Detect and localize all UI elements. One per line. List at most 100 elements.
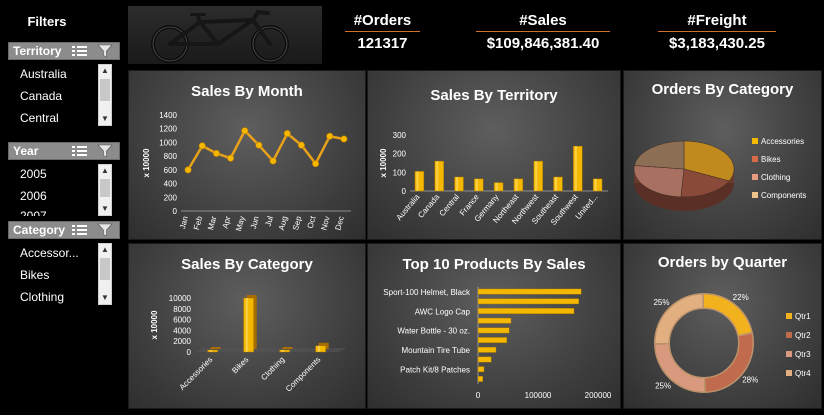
bar-highlight [209, 350, 213, 352]
scroll-thumb[interactable] [100, 179, 110, 197]
sales-by-territory-chart: x 100000100200300AustraliaCanadaCentralF… [379, 131, 608, 227]
pie-slice [633, 165, 685, 198]
bar-highlight [436, 161, 439, 191]
y-tick-label: 1400 [159, 111, 177, 120]
x-tick-label: Clothing [259, 355, 286, 382]
x-tick-label: Aug [277, 215, 289, 231]
clear-filter-icon[interactable] [97, 44, 113, 58]
y-tick-label: 1200 [159, 125, 177, 134]
bar-highlight [475, 178, 478, 191]
scroll-up-icon[interactable]: ▲ [101, 166, 109, 175]
scroll-down-icon[interactable]: ▼ [101, 204, 109, 213]
scroll-up-icon[interactable]: ▲ [101, 245, 109, 254]
bar [477, 376, 483, 382]
legend-label: Qtr3 [795, 350, 811, 359]
scroll-thumb[interactable] [100, 79, 110, 101]
slicer-item-accessories[interactable]: Accessor... [20, 246, 79, 260]
slicer-item-canada[interactable]: Canada [20, 89, 63, 103]
y-tick-label: 100 [393, 168, 407, 177]
slicer-item-2006[interactable]: 2006 [20, 189, 47, 203]
legend-label: Bikes [761, 155, 781, 164]
slicer-item-2005[interactable]: 2005 [20, 167, 47, 181]
data-point [312, 160, 320, 168]
legend-label: Qtr1 [795, 312, 811, 321]
y-tick-label: 300 [393, 131, 407, 140]
clear-filter-icon[interactable] [97, 144, 113, 158]
bar-shadow [210, 347, 221, 349]
kpi-freight-title: #Freight [687, 12, 747, 29]
scroll-down-icon[interactable]: ▼ [101, 114, 109, 123]
y-tick-label: 2000 [173, 337, 191, 346]
bar [477, 366, 485, 373]
slicer-item-central[interactable]: Central [20, 111, 59, 125]
y-tick-label: Sport-100 Helmet, Black [383, 288, 471, 297]
y-tick-label: Patch Kit/8 Patches [400, 365, 470, 374]
data-point [212, 149, 220, 157]
data-point [297, 141, 305, 149]
x-tick-label: Mar [206, 215, 218, 231]
bar [553, 176, 563, 192]
clear-filter-icon[interactable] [97, 223, 113, 237]
slicer-item-clothing[interactable]: Clothing [20, 290, 65, 304]
y-axis-label: x 10000 [379, 148, 388, 177]
scroll-down-icon[interactable]: ▼ [101, 293, 109, 302]
filters-title: Filters [27, 14, 67, 29]
year-scrollbar[interactable]: ▲ ▼ [98, 164, 112, 216]
bar [207, 349, 218, 353]
kpi-divider [658, 31, 776, 32]
donut-slice [703, 294, 752, 336]
scroll-up-icon[interactable]: ▲ [101, 66, 109, 75]
sales-by-territory-panel[interactable]: Sales By Territory x 10000 0 100 200 300 Aust… [367, 70, 621, 240]
x-tick-label: Australia [395, 192, 422, 222]
multi-select-icon[interactable] [72, 45, 88, 57]
multi-select-icon[interactable] [72, 224, 88, 236]
bar-shadow [282, 346, 293, 349]
y-tick-label: 8000 [173, 305, 191, 314]
y-axis-label: x 10000 [142, 148, 151, 177]
x-tick-label: Jun [249, 215, 261, 230]
x-tick-label: 100000 [525, 391, 552, 400]
bar [533, 160, 543, 192]
bar [592, 178, 603, 192]
bar-highlight [281, 349, 285, 352]
data-point [184, 166, 192, 174]
sales-by-category-panel[interactable]: Sales By Category x 10000 0 2000 4000 6000 80… [128, 243, 366, 409]
category-scrollbar[interactable]: ▲ ▼ [98, 243, 112, 305]
legend-label: Accessories [761, 137, 804, 146]
bicycle-icon [151, 9, 289, 63]
legend-swatch [752, 174, 758, 180]
territory-slicer: Territory Australia Canada Central ▲ ▼ [8, 42, 120, 126]
slicer-item-australia[interactable]: Australia [20, 67, 67, 81]
bar-highlight [416, 171, 419, 191]
scroll-thumb[interactable] [100, 258, 110, 280]
chart-floor [195, 348, 347, 352]
kpi-sales: #Sales $109,846,381.40 [476, 12, 610, 52]
legend-swatch [786, 332, 792, 338]
orders-by-quarter-panel[interactable]: Orders by Quarter 22% 28% 25% 25% Qtr1 Qtr2 Qt… [623, 243, 822, 409]
sales-by-month-title: Sales By Month [191, 83, 303, 100]
y-tick-label: 800 [164, 152, 178, 161]
bar-highlight [535, 161, 538, 191]
top10-products-panel[interactable]: Top 10 Products By Sales Sport-100 Helme… [367, 243, 621, 409]
orders-by-category-panel[interactable]: Orders By Category Accessories Bikes Cloth… [623, 70, 822, 240]
sales-by-month-panel[interactable]: Sales By Month x 10000 0 200 400 600 800 1000 1… [128, 70, 366, 240]
data-label: 22% [733, 293, 749, 302]
x-tick-label: Apr [221, 215, 233, 230]
bar [477, 327, 510, 334]
category-slicer-label: Category [13, 223, 66, 237]
territory-scrollbar[interactable]: ▲ ▼ [98, 64, 112, 126]
legend-swatch [752, 156, 758, 162]
kpi-freight: #Freight $3,183,430.25 [658, 12, 776, 52]
multi-select-icon[interactable] [72, 145, 88, 157]
bar-highlight [245, 298, 249, 352]
x-tick-label: Central [438, 192, 462, 218]
bar [477, 308, 575, 314]
territory-slicer-header: Territory [8, 42, 120, 60]
slicer-item-2007[interactable]: 2007 [20, 209, 47, 216]
y-tick-label: Water Bottle - 30 oz. [397, 327, 470, 336]
year-slicer-header: Year [8, 142, 120, 160]
y-tick-label: 200 [393, 150, 407, 159]
kpi-sales-title: #Sales [519, 12, 567, 29]
slicer-item-bikes[interactable]: Bikes [20, 268, 50, 282]
bar-highlight [515, 178, 518, 191]
